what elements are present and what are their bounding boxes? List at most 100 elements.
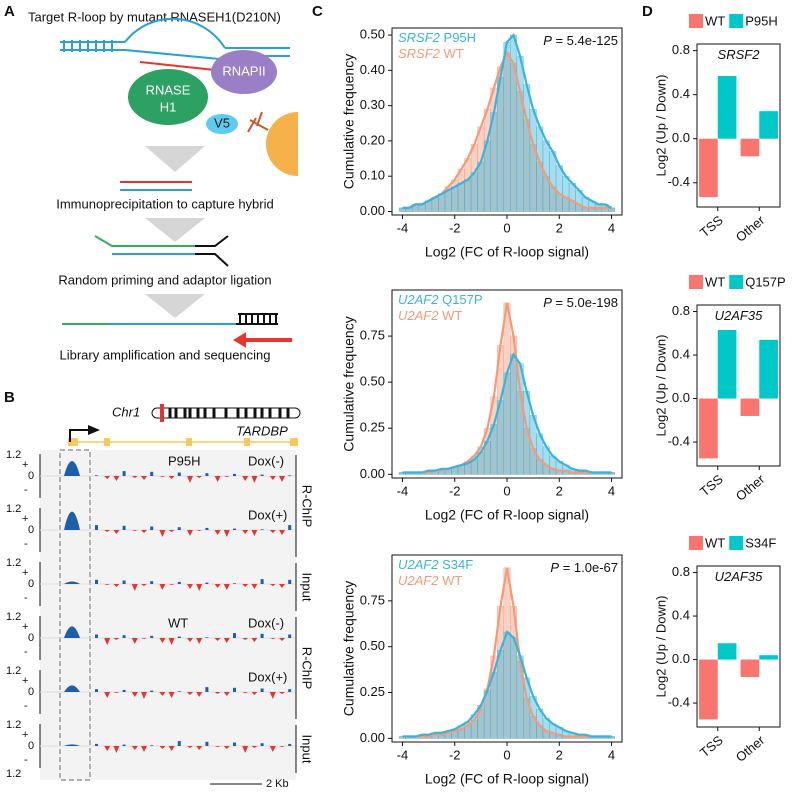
rnapii-label: RNAPII (222, 63, 265, 78)
track-signal (251, 746, 258, 748)
track-signal (233, 742, 236, 746)
density-line (402, 32, 613, 209)
track-axis-label: - (24, 754, 28, 766)
y-tick-label: 0.40 (360, 62, 385, 77)
x-tick-label: -2 (449, 220, 461, 235)
track-signal (187, 692, 193, 695)
bar (759, 655, 778, 660)
plot-frame (391, 554, 623, 743)
track-signal (251, 476, 258, 483)
track-signal (122, 580, 126, 584)
track-axis-label: 1.2 (6, 611, 21, 623)
track-signal (122, 525, 126, 530)
track-signal (141, 638, 147, 639)
tss-peak (64, 685, 80, 692)
legend-entry: WT (705, 535, 725, 550)
y-tick-label: 0.30 (360, 97, 385, 112)
track-signal (288, 743, 292, 746)
bar (740, 398, 760, 416)
track-signal (205, 741, 209, 746)
track-signal (233, 633, 236, 638)
panel-label: A (4, 3, 15, 20)
x-axis-title: Log2 (FC of R-loop signal) (425, 771, 589, 787)
y-tick-label: 0.8 (672, 564, 690, 579)
track-signal (131, 638, 138, 644)
track-signal (159, 476, 166, 477)
histogram-bar (457, 182, 465, 212)
legend-swatch (729, 14, 744, 28)
p-value: P = 1.0e-67 (550, 560, 618, 575)
track-signal (214, 530, 221, 535)
x-tick-label: 0 (503, 483, 510, 498)
library-final (62, 313, 292, 348)
track-signal (242, 638, 249, 640)
tss-box (59, 449, 91, 781)
y-tick-label: 0.50 (360, 374, 385, 389)
track-signal (260, 474, 264, 476)
track-signal (168, 584, 175, 585)
histogram-bar (464, 179, 472, 212)
track-signal (95, 743, 98, 746)
y-axis-title: Log2 (Up / Down) (653, 75, 668, 177)
legend-swatch (689, 14, 703, 28)
track-signal (113, 530, 120, 534)
bar (699, 138, 718, 198)
x-tick-label: 2 (556, 483, 563, 498)
bar (717, 75, 737, 139)
library (94, 235, 229, 267)
track-signal (187, 530, 193, 536)
track-signal (279, 530, 285, 535)
bar (717, 643, 737, 660)
track-signal (288, 579, 292, 584)
legend-entry: SRSF2 P95H (398, 30, 476, 45)
chart-title: U2AF35 (715, 569, 763, 584)
track-axis-label: 1.2 (6, 557, 21, 569)
track-signal (251, 692, 258, 695)
track-signal (223, 638, 230, 643)
y-tick-label: 0.4 (672, 346, 690, 361)
tss-peak (64, 511, 80, 530)
track-signal (205, 582, 209, 584)
track-signal (223, 584, 230, 590)
track-signal (251, 584, 258, 589)
p-value: P = 5.0e-198 (543, 295, 618, 310)
track-axis-label: + (22, 729, 28, 741)
track-signal (177, 691, 181, 692)
x-tick-label: Other (733, 471, 768, 504)
track-signal (279, 746, 285, 747)
track-signal (260, 743, 264, 746)
y-tick-label: 0.4 (672, 86, 690, 101)
antibody (247, 111, 269, 133)
track-signal (196, 692, 203, 697)
track-signal (269, 584, 276, 586)
histogram-bar (568, 182, 576, 212)
rnaseh1 (128, 69, 208, 125)
histogram-bar (529, 108, 537, 212)
legend-swatch (729, 275, 744, 289)
group-label: WT (168, 615, 188, 630)
histogram-bar (608, 207, 616, 212)
histogram-bar (477, 161, 485, 212)
track-signal (95, 475, 98, 476)
track-axis-label: 1.2 (6, 768, 21, 780)
track-signal (113, 476, 120, 481)
density-line (402, 567, 612, 738)
rnaseh1-label: H1 (160, 99, 177, 114)
y-axis-title: Log2 (Up / Down) (653, 335, 668, 437)
track-signal (233, 528, 236, 530)
track-signal (187, 746, 193, 748)
legend-entry: SRSF2 WT (398, 46, 464, 61)
track-signal (95, 579, 98, 584)
track-signal (260, 579, 264, 584)
tss-peak (64, 626, 80, 638)
track-axis-label: + (22, 459, 28, 471)
bead (266, 112, 298, 176)
track-signal (279, 476, 285, 482)
track-signal (95, 689, 98, 692)
y-tick-label: -0.4 (668, 174, 690, 189)
y-tick-label: 0.0 (672, 130, 690, 145)
track-signal (187, 638, 193, 642)
bar (759, 339, 778, 399)
legend-swatch (729, 536, 744, 550)
